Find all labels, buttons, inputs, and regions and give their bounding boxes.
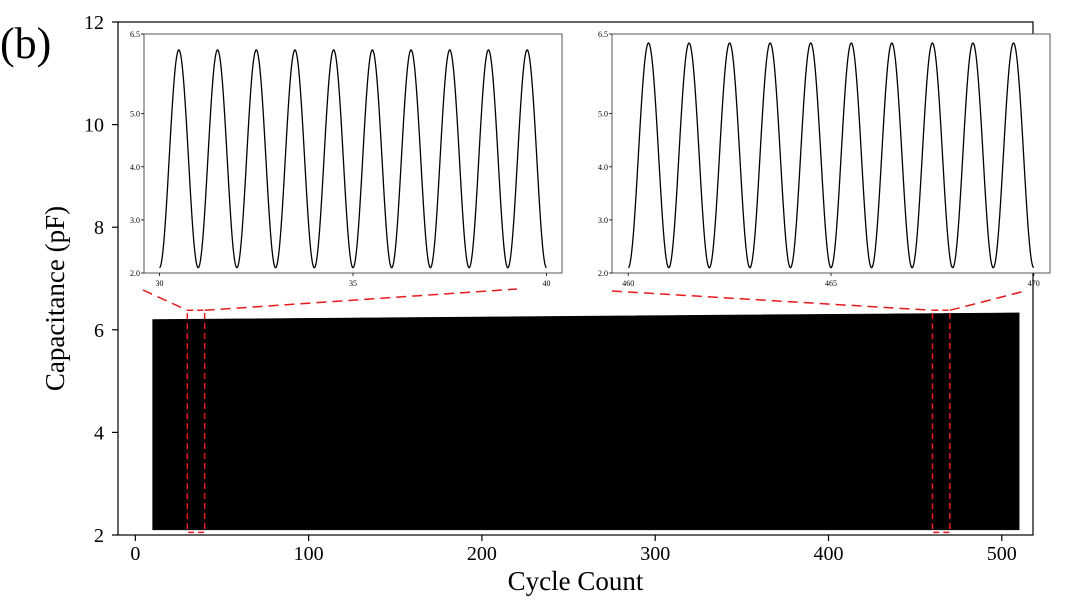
y-axis-label: Capacitance (pF) bbox=[40, 206, 70, 391]
inset-y-tick-label: 5.0 bbox=[130, 110, 140, 119]
y-tick-label: 8 bbox=[94, 217, 104, 239]
inset-x-tick-label: 465 bbox=[825, 279, 837, 288]
inset-y-tick-label: 2.0 bbox=[598, 269, 608, 278]
y-tick-label: 6 bbox=[94, 320, 104, 342]
inset-series-line bbox=[159, 49, 547, 269]
x-tick-label: 400 bbox=[814, 543, 844, 565]
zoom-connector-line bbox=[949, 290, 1026, 312]
main-plot-frame bbox=[117, 21, 1034, 536]
inset-y-tick-label: 6.5 bbox=[130, 30, 140, 39]
zoom-connector-line bbox=[142, 289, 188, 311]
inset-y-tick-label: 3.0 bbox=[598, 216, 608, 225]
inset-background bbox=[144, 34, 562, 273]
inset-y-tick-label: 2.0 bbox=[130, 269, 140, 278]
inset-y-tick-label: 4.0 bbox=[598, 163, 608, 172]
main-series-layer bbox=[152, 312, 1020, 531]
y-tick-label: 12 bbox=[84, 12, 104, 34]
inset-x-tick-label: 35 bbox=[349, 279, 357, 288]
inset-x-tick-label: 470 bbox=[1028, 279, 1040, 288]
inset-series-line bbox=[627, 42, 1035, 269]
inset-x-tick-label: 460 bbox=[622, 279, 634, 288]
y-tick-label: 10 bbox=[84, 115, 104, 137]
zoom-connector-line bbox=[204, 288, 518, 312]
main-series-envelope bbox=[152, 312, 1020, 531]
main-chart: 0 100 200 300 400 500 2 4 6 8 10 12 Cycle Count Ca… bbox=[40, 12, 1034, 596]
x-tick-label: 0 bbox=[130, 543, 140, 565]
x-tick-label: 500 bbox=[987, 543, 1017, 565]
inset-y-tick-label: 6.5 bbox=[598, 30, 608, 39]
x-axis-label: Cycle Count bbox=[508, 566, 644, 596]
inset-y-tick-label: 3.0 bbox=[130, 216, 140, 225]
x-tick-label: 100 bbox=[294, 543, 324, 565]
x-tick-label: 300 bbox=[640, 543, 670, 565]
x-tick-label: 200 bbox=[467, 543, 497, 565]
inset-x-tick-label: 40 bbox=[543, 279, 551, 288]
main-x-ticks: 0 100 200 300 400 500 bbox=[130, 535, 1017, 565]
inset-chart-right: 460 465 470 2.0 3.0 4.0 5.0 6.5 bbox=[598, 30, 1051, 288]
main-y-ticks: 2 4 6 8 10 12 bbox=[84, 12, 118, 547]
inset-chart-left: 30 35 40 2.0 3.0 4.0 5.0 6.5 bbox=[130, 30, 563, 288]
inset-background bbox=[612, 34, 1050, 273]
zoom-connector-lines bbox=[142, 288, 1026, 312]
inset-x-tick-label: 30 bbox=[155, 279, 163, 288]
zoom-connector-line bbox=[611, 290, 933, 312]
y-tick-label: 2 bbox=[94, 525, 104, 547]
inset-y-tick-label: 4.0 bbox=[130, 163, 140, 172]
panel-label: (b) bbox=[0, 19, 51, 68]
inset-y-tick-label: 5.0 bbox=[598, 110, 608, 119]
y-tick-label: 4 bbox=[94, 422, 104, 444]
